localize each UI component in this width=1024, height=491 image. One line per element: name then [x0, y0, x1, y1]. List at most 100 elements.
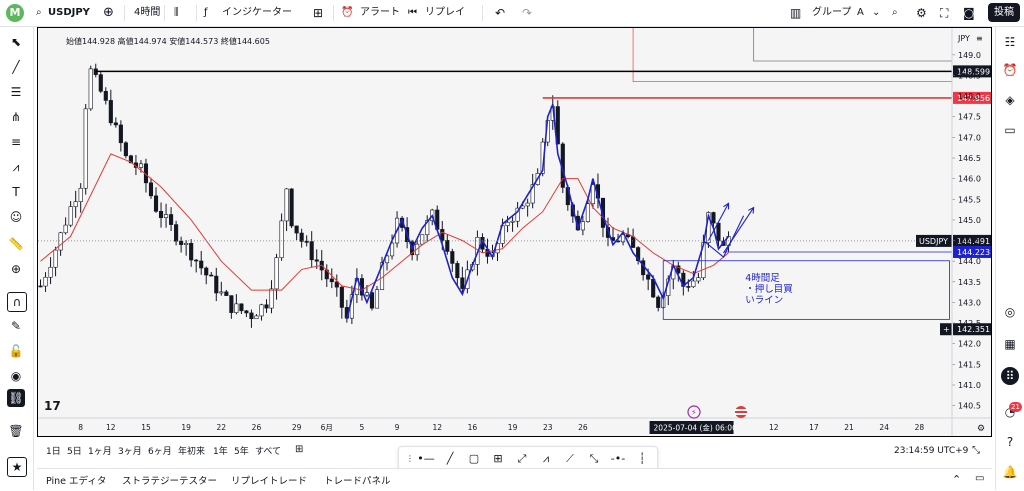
cursor-icon[interactable]: ⬉ — [10, 35, 22, 49]
text-icon[interactable]: T — [12, 185, 20, 199]
eye-icon[interactable]: ◉ — [10, 369, 22, 383]
drag-handle-icon[interactable]: ⋮ — [406, 454, 414, 463]
broadcast-icon[interactable]: ◔ — [1004, 405, 1016, 419]
horizontal-ray-icon[interactable]: •— — [417, 452, 435, 465]
timeframe-ytd[interactable]: 年初来 — [178, 447, 206, 457]
extended-line-icon[interactable]: ⤡ — [589, 452, 599, 465]
alarm-clock-icon[interactable]: ⏰ — [341, 7, 354, 18]
us-flag-event-icon[interactable] — [735, 406, 747, 418]
tab-pine-editor[interactable]: Pine エディタ — [46, 476, 107, 487]
timeframe-1d[interactable]: 1日 — [46, 447, 61, 457]
fullscreen-icon[interactable]: ⛶ — [940, 6, 949, 20]
ruler-icon[interactable]: 📏 — [8, 237, 24, 251]
search-icon[interactable]: ⌕ — [36, 7, 42, 18]
group-button[interactable]: グループ — [812, 7, 852, 18]
polyline-icon[interactable]: ⩘ — [542, 452, 550, 465]
axis-settings-icon[interactable]: ⚙ — [977, 424, 985, 434]
lock-icon[interactable]: 🔓 — [8, 344, 24, 358]
currency-label[interactable]: JPY — [957, 34, 970, 43]
timeframe-1m[interactable]: 1ヶ月 — [88, 447, 112, 457]
trend-line-icon[interactable]: ╱ — [446, 452, 454, 465]
fib-icon[interactable]: ≡ — [10, 135, 22, 149]
candle-body — [440, 229, 445, 241]
timeframe-5d[interactable]: 5日 — [67, 447, 82, 457]
interval-button[interactable]: 4時間 — [134, 7, 161, 18]
pencil-lock-icon[interactable]: ✎ — [10, 319, 22, 333]
rectangle-icon[interactable]: ▢ — [468, 452, 480, 465]
tab-replay-trade[interactable]: リプレイトレード — [231, 476, 308, 487]
replay-button[interactable]: リプレイ — [425, 7, 465, 18]
clock-readout[interactable]: 23:14:59 UTC+9 — [894, 446, 969, 456]
group-letter[interactable]: A — [857, 7, 864, 18]
scale-mode-icon[interactable]: ⤡ — [972, 445, 980, 456]
blue-level-tag — [953, 245, 991, 258]
timeframe-3m[interactable]: 3ヶ月 — [118, 447, 142, 457]
candle-body — [621, 234, 626, 243]
maximize-panel-icon[interactable]: ▭ — [975, 473, 985, 484]
pitchfork-icon[interactable]: ⋔ — [10, 110, 22, 124]
price-axis[interactable]: 148.599 147.956 144.491 144.223 142.351 149.0… — [952, 51, 991, 411]
watchlist-icon[interactable]: ☷ — [1004, 35, 1016, 49]
replay-icon[interactable]: ⏮ — [408, 7, 417, 18]
timeframe-1y[interactable]: 1年 — [213, 447, 228, 457]
timeframe-all[interactable]: すべて — [255, 447, 282, 457]
help-icon[interactable]: ? — [1006, 435, 1014, 449]
trash-icon[interactable]: 🗑 — [8, 424, 24, 438]
horizontal-line-icon[interactable]: -•- — [610, 452, 626, 465]
price-chart[interactable]: USDJPY + 148.599 147.956 144.491 144.223 142.… — [38, 28, 991, 436]
symbol-button[interactable]: USDJPY — [48, 7, 90, 18]
quick-search-icon[interactable]: ⌕ — [892, 7, 898, 18]
link-icon[interactable]: ⛓ — [7, 389, 25, 407]
target-icon[interactable]: ◎ — [1004, 305, 1016, 319]
notification-bell-icon[interactable]: 🔔 — [1002, 465, 1018, 479]
apps-grid-icon[interactable]: ⠿ — [1001, 367, 1019, 385]
chart-area[interactable]: USDJPY + 148.599 147.956 144.491 144.223 142.… — [37, 27, 992, 437]
emoji-icon[interactable]: ☺ — [9, 210, 23, 224]
alerts-clock-icon[interactable]: ⏰ — [1002, 63, 1018, 77]
ray-icon[interactable]: ⟋ — [566, 452, 574, 465]
alert-button[interactable]: アラート — [360, 7, 400, 18]
menu-lines-icon[interactable]: ≡ — [976, 34, 983, 43]
candle-body — [711, 212, 716, 224]
undo-icon[interactable]: ↶ — [495, 6, 506, 20]
publish-button[interactable]: 投稿 — [988, 3, 1020, 22]
settings-gear-icon[interactable]: ⚙ — [916, 6, 927, 20]
compare-add-icon[interactable]: ⊕ — [103, 5, 114, 20]
tab-trade-panel[interactable]: トレードパネル — [324, 476, 391, 487]
chat-icon[interactable]: ▭ — [1004, 123, 1016, 137]
pattern-icon[interactable]: ⩘ — [12, 160, 20, 174]
timeframe-5y[interactable]: 5年 — [234, 447, 249, 457]
indicators-button[interactable]: インジケーター — [222, 7, 292, 18]
star-icon[interactable]: ★ — [7, 457, 27, 477]
calendar-icon[interactable]: ▦ — [1004, 337, 1016, 351]
layers-icon[interactable]: ◈ — [1005, 93, 1015, 107]
time-axis[interactable]: 8 12 15 19 22 26 29 6月 5 9 12 16 19 23 26 12 17 21 24 28 202… — [78, 421, 924, 434]
chevron-down-icon[interactable]: ⌄ — [872, 7, 881, 18]
tab-strategy-tester[interactable]: ストラテジーテスター — [122, 476, 218, 487]
trend-line-icon[interactable]: ╱ — [12, 60, 20, 74]
timeframe-6m[interactable]: 6ヶ月 — [148, 447, 172, 457]
camera-icon[interactable]: ◙ — [963, 6, 975, 20]
lightning-event-icon[interactable]: ⚡ — [687, 405, 701, 419]
x-tick-label: 24 — [879, 423, 889, 432]
magnet-icon[interactable]: ∩ — [7, 292, 27, 312]
annotation-text[interactable]: 4時間足 ・押し目買 いライン — [745, 273, 793, 306]
layout-grid-icon[interactable]: ⊞ — [313, 6, 324, 20]
layout-columns-icon[interactable]: ▥ — [790, 6, 802, 20]
chart-type-candle-icon[interactable]: ⫼ — [174, 7, 179, 18]
level-price-tag — [953, 65, 991, 78]
candle-body — [329, 278, 334, 283]
vertical-line-icon[interactable]: ┆ — [638, 452, 646, 465]
path-icon[interactable]: ⤢ — [517, 452, 527, 465]
horizontal-lines-icon[interactable]: ☰ — [10, 85, 22, 99]
user-avatar[interactable]: M — [6, 4, 24, 22]
y-tick-label: 148.0 — [958, 92, 981, 101]
indicators-icon[interactable]: ƒ — [204, 7, 208, 18]
date-range-icon[interactable]: ⊞ — [295, 444, 304, 455]
crosshair-box-icon[interactable]: ⊞ — [493, 452, 503, 465]
redo-icon[interactable]: ↷ — [522, 6, 533, 20]
collapse-chevron-icon[interactable]: ⌃ — [952, 473, 962, 486]
zoom-icon[interactable]: ⊕ — [10, 262, 22, 276]
y-tick-label: 149.0 — [958, 51, 981, 60]
candle-body — [676, 265, 681, 274]
